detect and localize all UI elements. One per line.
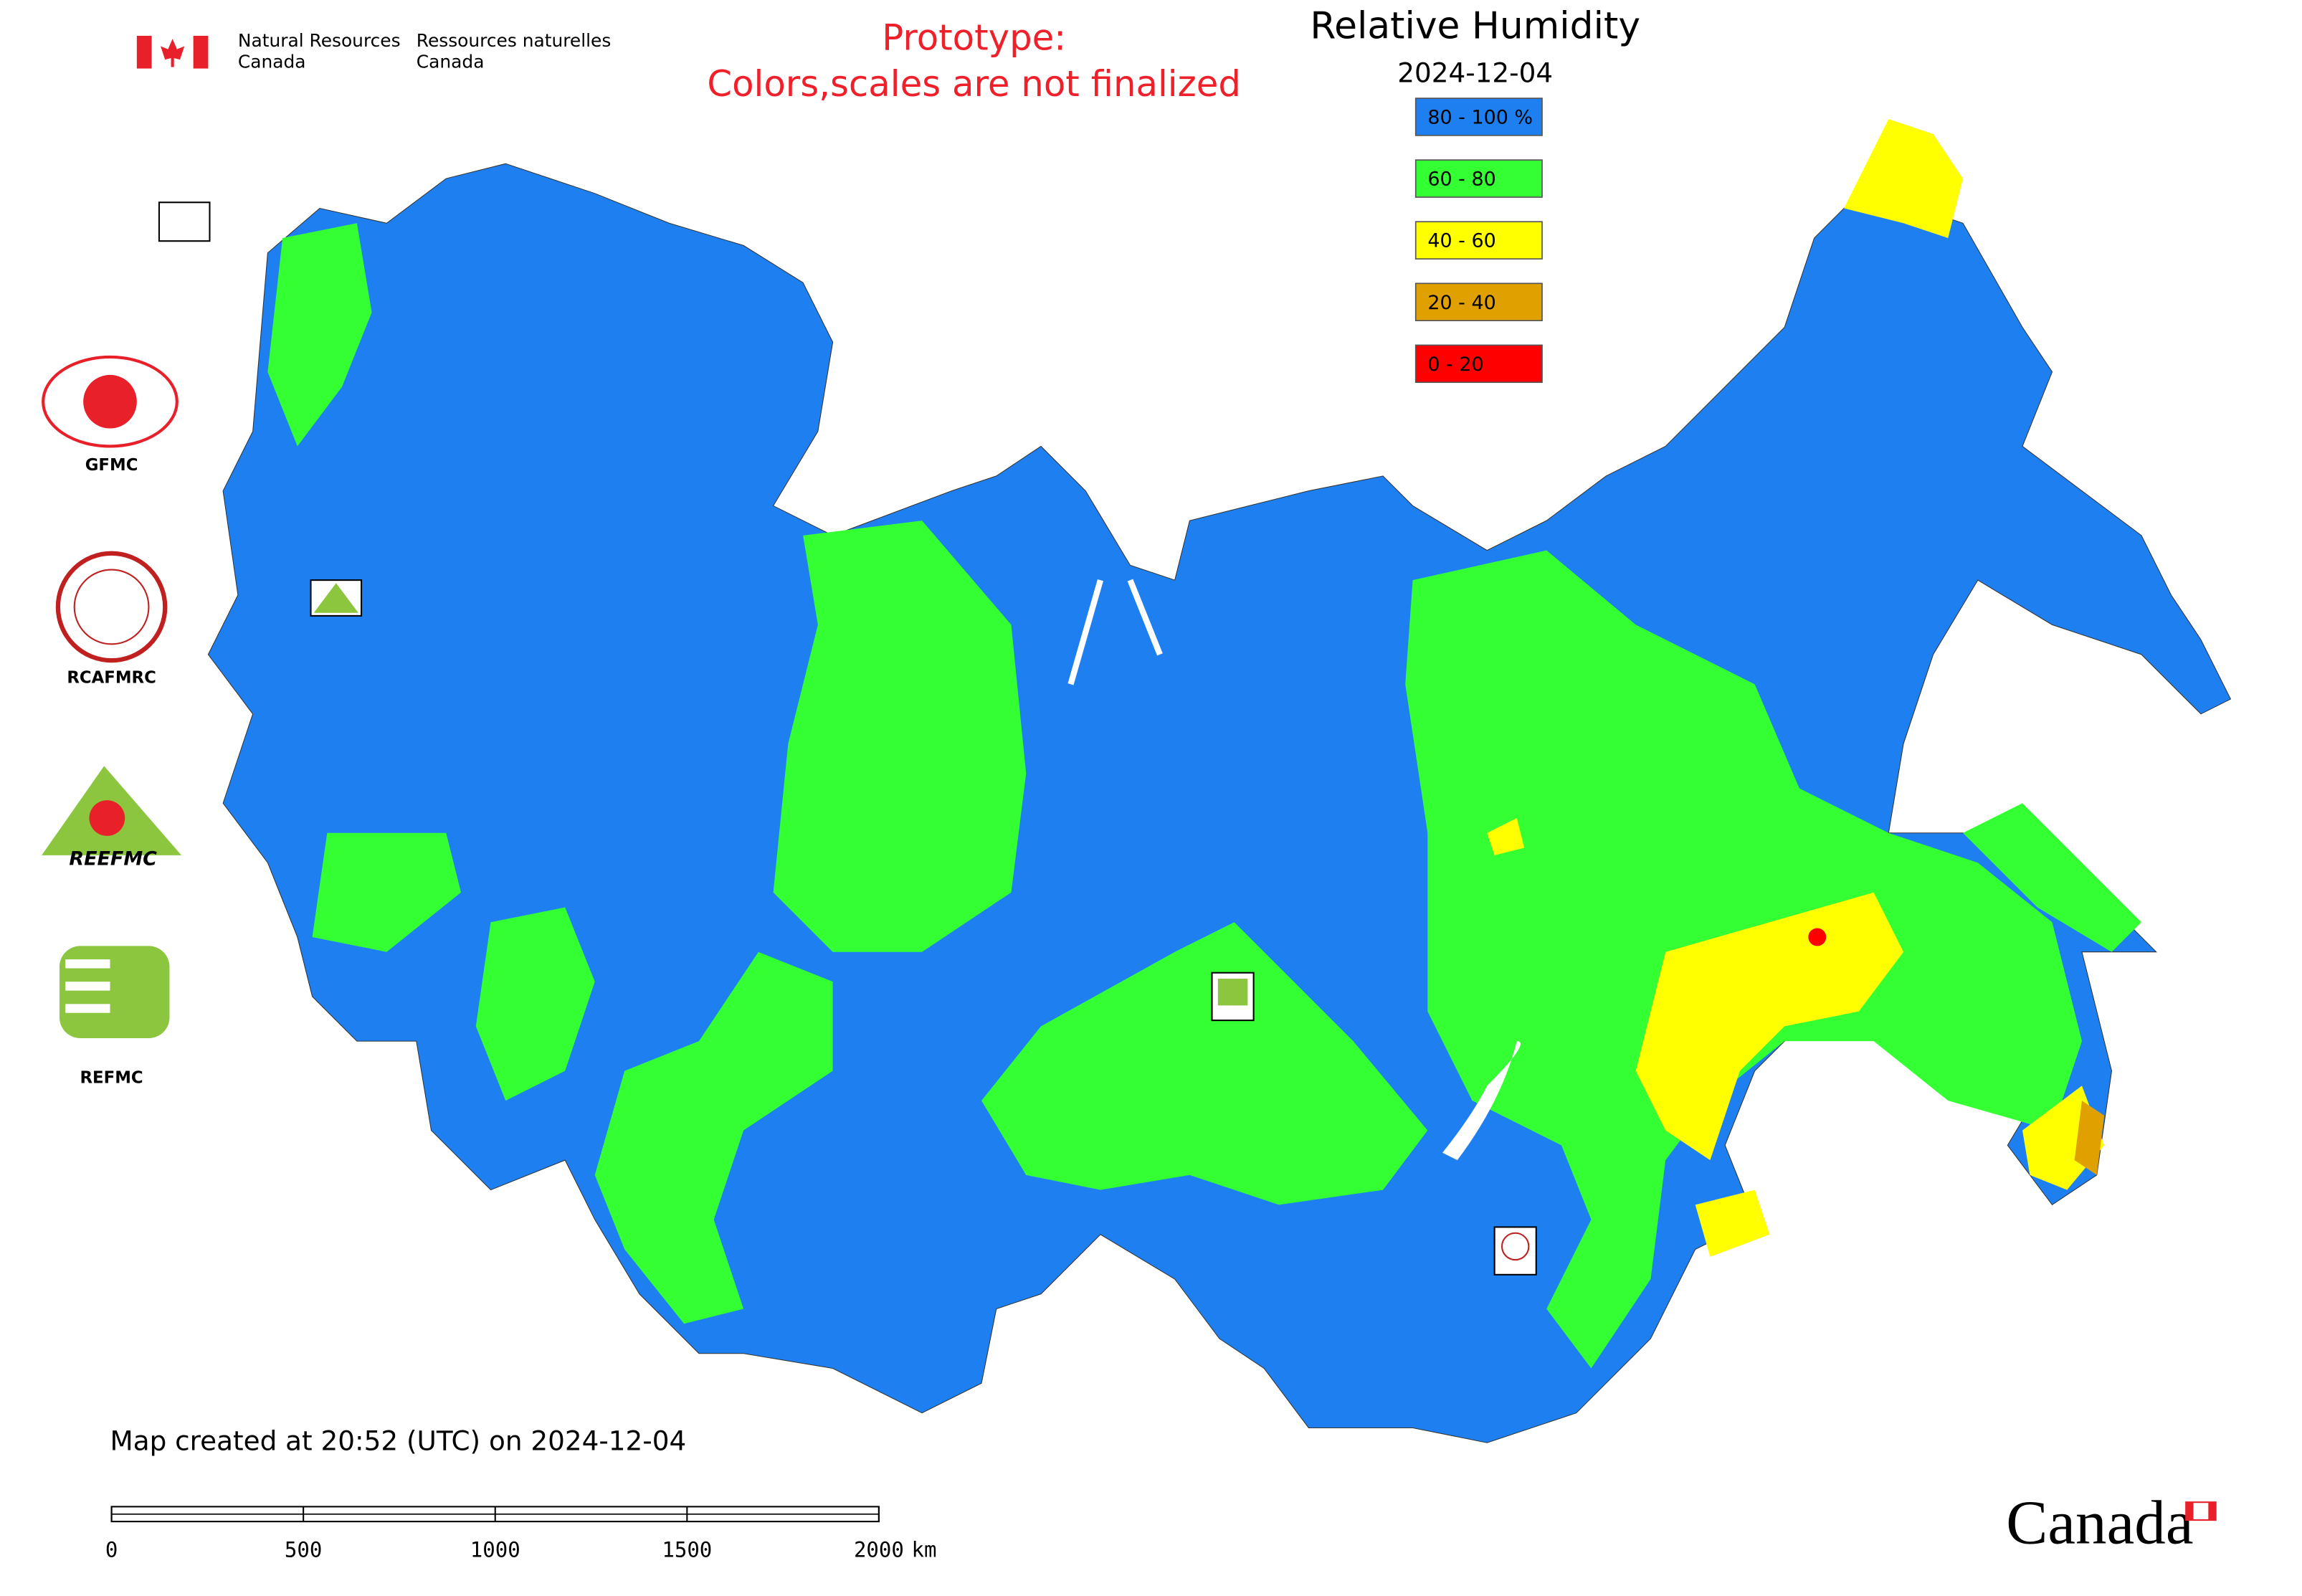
org-name: Ressources naturelles <box>417 30 612 51</box>
logo-label: REEFMC <box>69 848 157 870</box>
org-name: Natural Resources <box>238 30 401 51</box>
logo-label: GFMC <box>85 456 138 475</box>
nrcan-signature: Natural Resources Canada Ressources natu… <box>136 30 612 72</box>
legend-label: 0 - 20 <box>1427 353 1483 376</box>
scale-label: 1000 <box>470 1538 520 1562</box>
legend-label: 80 - 100 % <box>1427 107 1533 129</box>
humidity-map <box>207 119 2232 1443</box>
footer-note: Map created at 20:52 (UTC) on 2024-12-04 <box>110 1425 686 1457</box>
legend-label: 60 - 80 <box>1427 168 1495 191</box>
wordmark: Canada <box>2006 1488 2193 1557</box>
logos: GFMC RCAFMRC REEFMC REFMC <box>42 201 1537 1276</box>
scale-label: 0 <box>105 1538 118 1562</box>
legend: 80 - 100 % 60 - 80 40 - 60 20 - 40 0 - 20 <box>1414 98 1543 384</box>
scale-label: 500 <box>285 1538 322 1562</box>
scale-label: 2000 <box>854 1538 904 1562</box>
map-title: Relative Humidity <box>1310 5 1640 48</box>
logo-label: RCAFMRC <box>67 669 156 688</box>
legend-label: 20 - 40 <box>1427 292 1495 314</box>
org-name: Canada <box>238 51 306 72</box>
legend-swatch <box>1414 221 1543 260</box>
legend-label: 40 - 60 <box>1427 230 1495 252</box>
notice: Colors,scales are not finalized <box>707 63 1241 105</box>
legend-swatch <box>1414 98 1543 136</box>
logo-label: REFMC <box>80 1069 143 1088</box>
legend-swatch <box>1414 159 1543 198</box>
scale-unit: km <box>912 1538 937 1562</box>
legend-swatch <box>1414 344 1543 384</box>
scale-label: 1500 <box>662 1538 712 1562</box>
canada-wordmark: Canada <box>2006 1488 2217 1557</box>
org-name: Canada <box>417 51 485 72</box>
scale-bar: 0 500 1000 1500 2000 km <box>105 1506 937 1562</box>
legend-swatch <box>1414 282 1543 321</box>
notice: Prototype: <box>882 17 1066 59</box>
map-date: 2024-12-04 <box>1397 57 1553 88</box>
